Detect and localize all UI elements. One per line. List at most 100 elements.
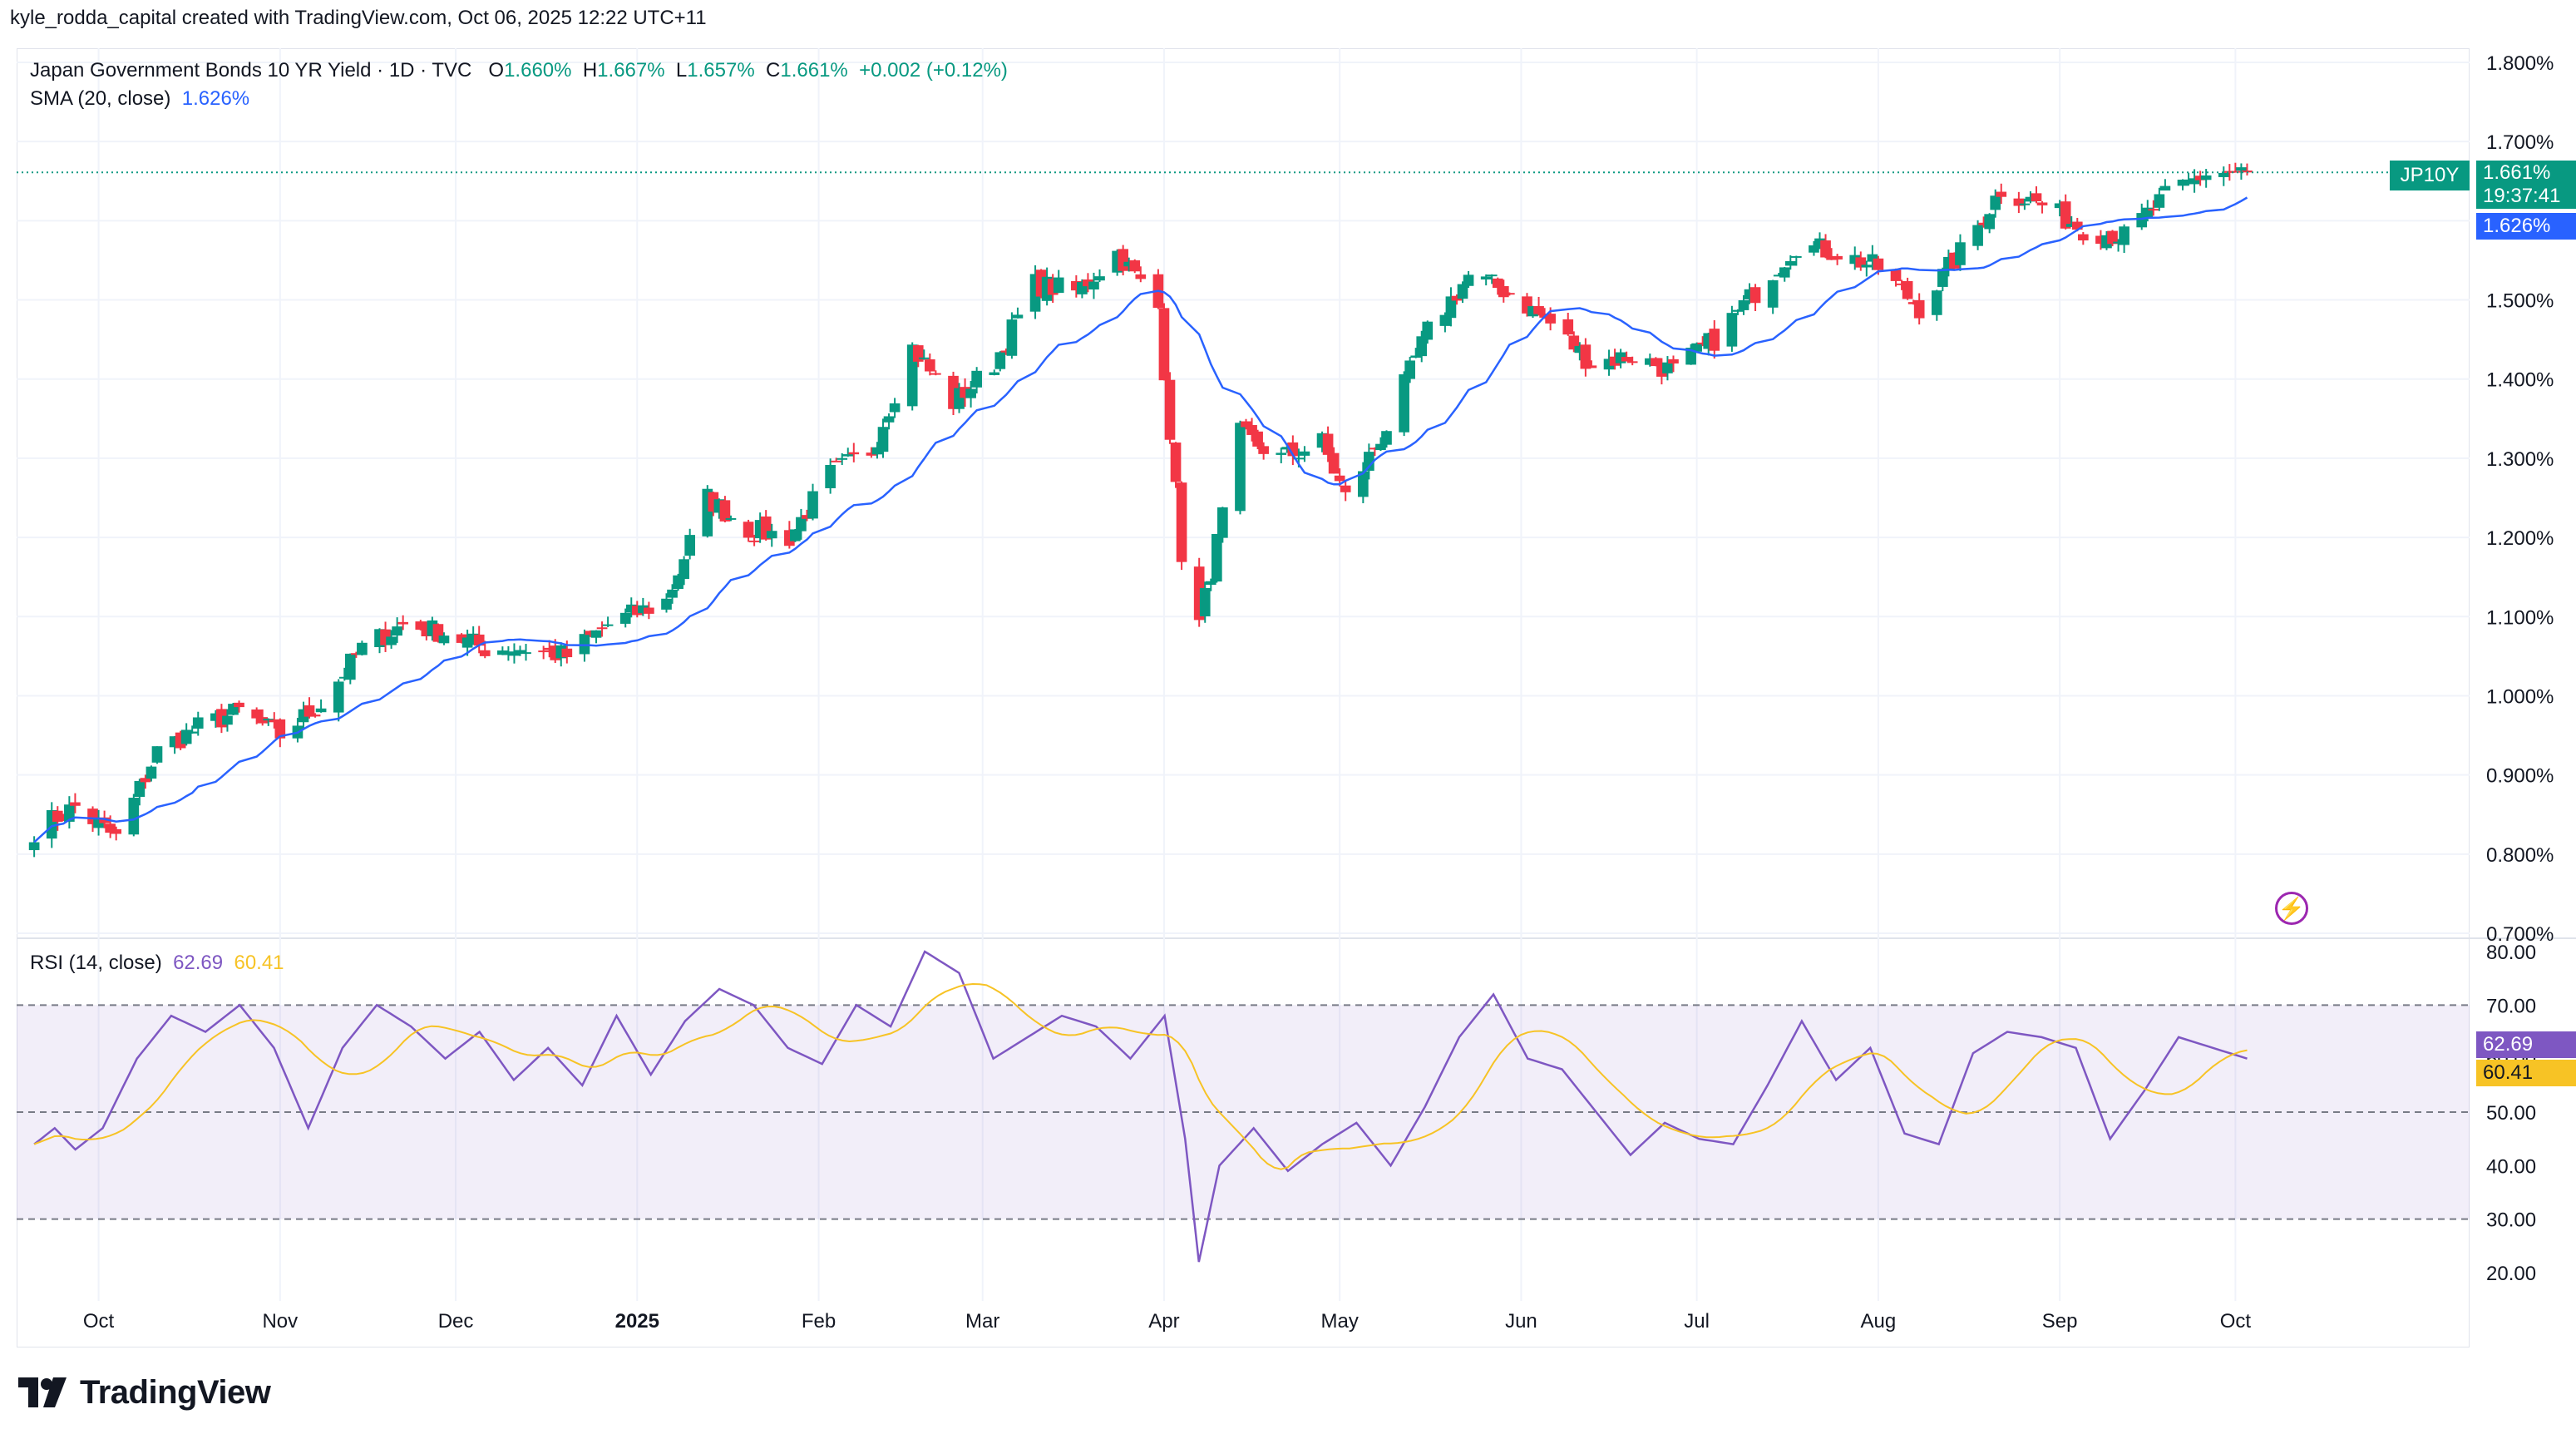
price-axis-tick-label: 0.700% bbox=[2486, 923, 2554, 946]
candle-body bbox=[438, 635, 450, 644]
candle-body bbox=[825, 464, 836, 488]
candle-body bbox=[1217, 507, 1228, 538]
candle bbox=[1170, 442, 1182, 488]
candle-body bbox=[538, 650, 549, 653]
candle-body bbox=[70, 802, 81, 806]
candle bbox=[333, 679, 344, 722]
candle-body bbox=[1094, 276, 1105, 281]
price-legend: Japan Government Bonds 10 YR Yield · 1D … bbox=[30, 57, 1008, 113]
candle bbox=[1767, 279, 1779, 314]
tradingview-logo[interactable]: TradingView bbox=[17, 1372, 271, 1412]
candle bbox=[1328, 447, 1340, 474]
tradingview-mark-icon bbox=[18, 1377, 67, 1407]
candle-body bbox=[111, 828, 122, 834]
candle bbox=[1651, 357, 1661, 367]
candle bbox=[2230, 162, 2241, 173]
candle-body bbox=[1545, 314, 1556, 324]
candle-body bbox=[234, 702, 244, 708]
candle bbox=[105, 815, 116, 838]
candle-body bbox=[1293, 457, 1305, 460]
time-axis-tick-label: Nov bbox=[262, 1310, 298, 1333]
candle-body bbox=[2218, 172, 2229, 177]
candle-body bbox=[93, 818, 104, 828]
candle-body bbox=[222, 715, 233, 725]
bar-countdown-tag: 19:37:41 bbox=[2476, 184, 2576, 209]
legend-symbol[interactable]: Japan Government Bonds 10 YR Yield · 1D … bbox=[30, 59, 472, 82]
candle-body bbox=[1902, 280, 1913, 299]
candle bbox=[1779, 266, 1790, 282]
candle bbox=[1773, 273, 1784, 277]
candle bbox=[257, 709, 269, 726]
candle bbox=[725, 515, 737, 522]
price-axis-tick-label: 1.400% bbox=[2486, 369, 2554, 392]
candle-body bbox=[2077, 234, 2089, 241]
candle-body bbox=[1457, 284, 1468, 299]
candle-body bbox=[989, 372, 1000, 375]
rsi-value-tag: 62.69 bbox=[2476, 1031, 2576, 1058]
candle bbox=[344, 653, 356, 685]
candle-body bbox=[1931, 290, 1942, 315]
candle-body bbox=[1235, 423, 1246, 512]
candle bbox=[438, 632, 450, 645]
candle-body bbox=[1357, 471, 1369, 497]
candle bbox=[1978, 216, 1989, 228]
candle bbox=[1094, 269, 1105, 283]
candle bbox=[140, 774, 151, 789]
candle-body bbox=[1814, 238, 1825, 249]
candle bbox=[842, 448, 854, 457]
candle bbox=[2065, 215, 2077, 227]
lightning-icon[interactable]: ⚡ bbox=[2275, 892, 2308, 925]
rsi-legend-value: 62.69 bbox=[173, 952, 224, 974]
legend-close-label: C bbox=[766, 59, 781, 82]
price-axis-tick-label: 1.800% bbox=[2486, 52, 2554, 75]
candle bbox=[263, 718, 274, 726]
candle bbox=[1211, 533, 1222, 583]
candle-body bbox=[263, 719, 274, 721]
candle bbox=[1299, 446, 1310, 462]
candle-body bbox=[2113, 241, 2124, 244]
candle-body bbox=[1012, 314, 1024, 319]
candle bbox=[1364, 443, 1374, 480]
legend-close-value: 1.661% bbox=[780, 59, 848, 82]
candle bbox=[1691, 342, 1702, 353]
candle bbox=[1784, 255, 1796, 270]
legend-sma-row[interactable]: SMA (20, close) 1.626% bbox=[30, 85, 1008, 113]
candle-body bbox=[848, 452, 860, 455]
candle bbox=[596, 621, 608, 637]
candle bbox=[64, 796, 75, 829]
candle bbox=[57, 813, 69, 822]
candle bbox=[351, 651, 362, 658]
candle bbox=[1217, 507, 1228, 543]
candle-body bbox=[1609, 356, 1621, 366]
candle bbox=[251, 707, 262, 724]
time-axis-tick-label: Feb bbox=[802, 1310, 836, 1333]
candle-body bbox=[1651, 358, 1661, 367]
candle-body bbox=[1299, 451, 1310, 456]
candle bbox=[1252, 429, 1263, 450]
candle-body bbox=[1691, 343, 1702, 352]
candle bbox=[1609, 349, 1621, 370]
rsi-legend[interactable]: RSI (14, close) 62.69 60.41 bbox=[30, 952, 284, 975]
candle bbox=[1907, 299, 1919, 305]
candle-body bbox=[210, 713, 221, 721]
candle bbox=[386, 630, 397, 649]
candle-body bbox=[1498, 286, 1509, 298]
candle bbox=[1006, 312, 1018, 359]
candle-body bbox=[766, 531, 777, 539]
candle bbox=[1732, 309, 1744, 315]
candle bbox=[1246, 418, 1257, 442]
candle bbox=[509, 643, 520, 664]
candle bbox=[1867, 245, 1878, 270]
candle bbox=[1012, 307, 1024, 319]
candle bbox=[2031, 186, 2042, 204]
candle-body bbox=[351, 653, 362, 655]
candle-body bbox=[1445, 296, 1457, 319]
candle-body bbox=[503, 653, 514, 655]
candle bbox=[1375, 437, 1386, 452]
candle bbox=[1404, 356, 1415, 383]
candle bbox=[1053, 269, 1064, 294]
candle-body bbox=[1451, 295, 1463, 301]
candle-body bbox=[357, 642, 368, 655]
candle-body bbox=[1662, 362, 1673, 373]
